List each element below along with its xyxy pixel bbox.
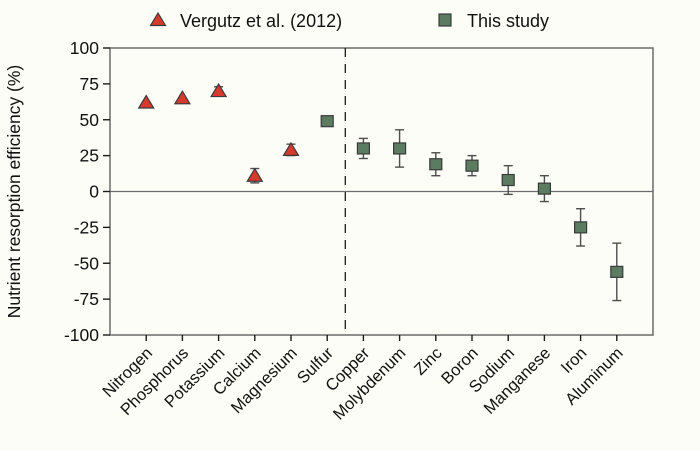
marker-square (393, 142, 407, 155)
marker-square (429, 158, 443, 171)
y-axis-title: Nutrient resorption efficiency (%) (4, 65, 24, 319)
y-tick-label: -100 (64, 325, 99, 345)
y-tick-label: 0 (89, 182, 99, 202)
marker-square (537, 182, 552, 195)
y-tick-label: 25 (80, 146, 99, 166)
legend-label: Vergutz et al. (2012) (180, 11, 342, 31)
y-tick-label: -75 (74, 289, 99, 309)
y-tick-label: 75 (80, 74, 99, 94)
marker-square (610, 265, 624, 278)
marker-triangle (246, 167, 264, 182)
y-axis: 100 75 50 25 0 -25 -50 -75 -100 (64, 38, 110, 345)
marker-triangle (137, 94, 155, 109)
marker-triangle (173, 90, 191, 105)
y-tick-label: 50 (80, 110, 100, 130)
marker-triangle (210, 82, 228, 98)
square-icon (438, 13, 452, 27)
legend: Vergutz et al. (2012) This study (149, 11, 549, 31)
y-tick-label: -25 (74, 217, 99, 237)
marker-square (573, 221, 588, 234)
marker-square (501, 173, 515, 187)
series-this-study (320, 115, 624, 302)
legend-item-this-study: This study (438, 11, 549, 31)
y-tick-label: -50 (74, 253, 100, 273)
marker-triangle (149, 11, 167, 27)
marker-square (320, 115, 334, 128)
y-tick-label: 100 (70, 38, 99, 58)
marker-square (465, 159, 479, 172)
marker-triangle (282, 141, 300, 156)
series-vergutz-et-al-2012- (137, 82, 300, 184)
legend-label: This study (467, 11, 549, 31)
legend-item-vergutz: Vergutz et al. (2012) (149, 11, 342, 31)
marker-square (356, 142, 370, 155)
